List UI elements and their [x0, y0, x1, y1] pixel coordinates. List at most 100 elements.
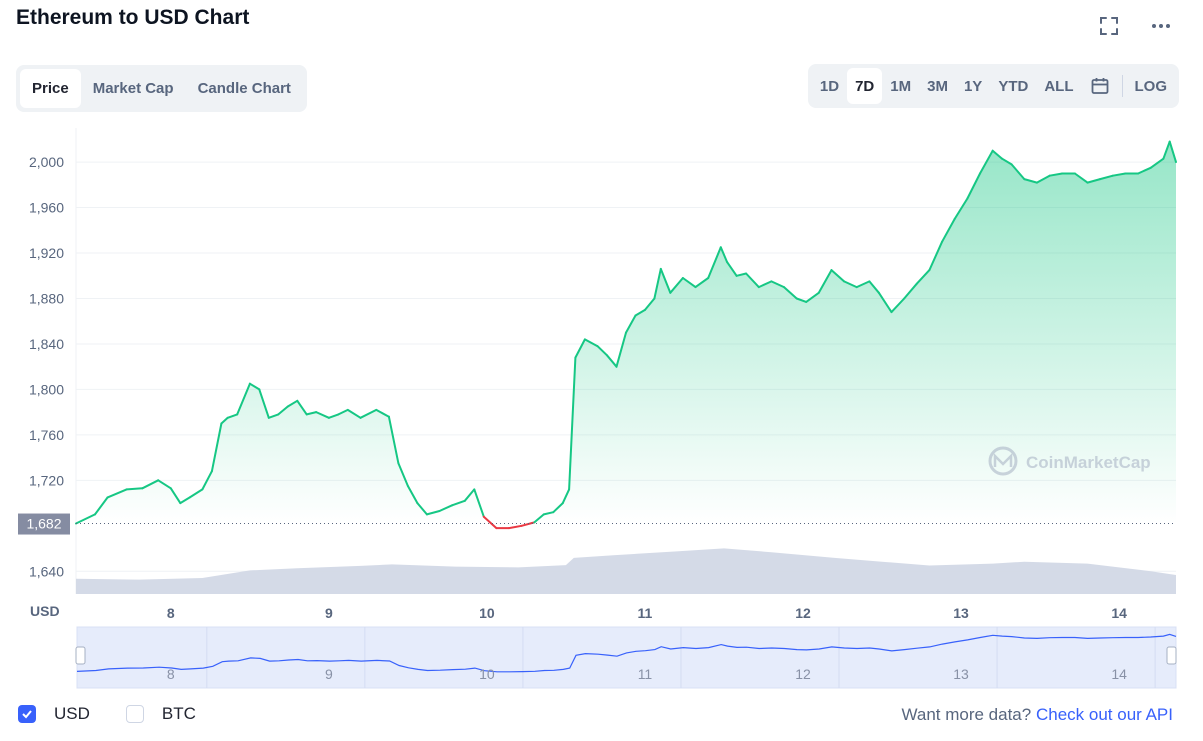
range-all-button[interactable]: ALL [1044, 77, 1074, 95]
navigator-line [76, 633, 1177, 673]
price-line-segment [966, 172, 981, 200]
price-line-segment [210, 422, 223, 473]
price-line-segment [406, 485, 419, 505]
x-tick-label: 9 [325, 605, 333, 621]
tab-price[interactable]: Price [20, 69, 81, 108]
price-line-segment [1048, 172, 1064, 177]
usd-checkbox[interactable] [18, 705, 36, 723]
y-tick-label: 1,720 [29, 472, 64, 488]
price-line-segment [220, 416, 229, 425]
price-line-segment [941, 217, 956, 243]
navigator-x-label: 12 [795, 666, 811, 682]
price-line-segment [463, 488, 476, 502]
price-line-segment [473, 488, 485, 518]
btc-label: BTC [161, 704, 196, 723]
tab-market-cap[interactable]: Market Cap [92, 80, 174, 97]
navigator-x-label: 13 [953, 666, 969, 682]
price-line-segment [296, 399, 308, 416]
x-tick-label: 10 [479, 605, 495, 621]
price-line-segment [397, 462, 409, 487]
price-line-segment [508, 524, 523, 530]
y-tick-label: 1,760 [29, 427, 64, 443]
price-line-segment [425, 510, 441, 516]
log-scale-button[interactable]: LOG [1134, 77, 1168, 95]
navigator-x-label: 9 [325, 666, 333, 682]
price-line-segment [1086, 178, 1102, 184]
usd-label: USD [54, 704, 90, 723]
price-line-segment [653, 267, 662, 300]
fullscreen-icon[interactable] [1097, 14, 1121, 38]
price-line-segment [735, 272, 748, 277]
price-line-segment [805, 291, 820, 303]
price-chart-svg[interactable]: 1,682 1,640 1,720 1,760 1,800 1,840 1,880 1,92… [0, 120, 1203, 695]
x-axis-ticks: 8 9 10 11 12 13 14 [167, 605, 1127, 621]
range-navigator[interactable]: 8 9 10 11 12 13 14 [75, 626, 1177, 689]
y-tick-label: 1,800 [29, 381, 64, 397]
price-line-segment [277, 405, 289, 416]
price-line-segment [315, 411, 330, 419]
price-line-segment [94, 496, 109, 516]
chart-area[interactable]: 1,682 1,640 1,720 1,760 1,800 1,840 1,880 1,92… [0, 120, 1203, 700]
chart-type-tabs: Price Market Cap Candle Chart [16, 65, 307, 112]
volume-shape [76, 548, 1176, 594]
chart-title: Ethereum to USD Chart [16, 6, 250, 29]
y-tick-label: 1,920 [29, 245, 64, 261]
price-line-segment [707, 246, 722, 279]
watermark-text: CoinMarketCap [1026, 453, 1151, 472]
range-1m-button[interactable]: 1M [890, 77, 912, 95]
check-icon [22, 710, 32, 719]
price-line-segment [482, 515, 498, 530]
calendar-icon[interactable] [1082, 68, 1118, 104]
price-line-segment [669, 277, 684, 294]
range-ytd-button[interactable]: YTD [998, 77, 1029, 95]
y-tick-label: 1,840 [29, 336, 64, 352]
price-line-segment [1162, 140, 1171, 160]
range-1y-button[interactable]: 1Y [963, 77, 983, 95]
price-line-segment [106, 488, 128, 499]
price-line-segment [795, 297, 808, 303]
y-tick-label: 1,960 [29, 200, 64, 216]
navigator-right-handle[interactable] [1166, 646, 1177, 665]
price-line-segment [561, 488, 571, 505]
price-line-segment [1149, 157, 1165, 169]
api-link[interactable]: Check out our API [1035, 705, 1173, 724]
x-tick-label: 13 [953, 605, 969, 621]
price-line-segment [1023, 178, 1038, 184]
btc-checkbox[interactable] [125, 705, 144, 723]
price-line-segment [757, 280, 773, 289]
price-line-segment [438, 504, 454, 512]
price-line-segment [533, 513, 545, 524]
price-line-segment [387, 415, 400, 465]
price-line-segment [726, 261, 738, 277]
y-tick-label: 2,000 [29, 154, 64, 170]
price-line-segment [75, 513, 96, 525]
range-1d-button[interactable]: 1D [819, 77, 840, 95]
api-promo: Want more data? Check out our API [901, 705, 1173, 725]
navigator-left-handle[interactable] [75, 646, 86, 665]
legend-usd[interactable]: USD [18, 704, 90, 724]
divider [1121, 75, 1123, 97]
price-area-fill [76, 141, 1176, 524]
price-line-segment [226, 413, 239, 419]
price-line-segment [719, 246, 729, 264]
price-line-segment [1010, 163, 1026, 181]
price-line [75, 140, 1177, 530]
price-line-segment [542, 511, 555, 516]
navigator-x-label: 11 [638, 666, 653, 682]
price-line-segment [915, 269, 931, 285]
price-line-segment [1099, 174, 1114, 181]
range-3m-button[interactable]: 3M [927, 77, 948, 95]
more-dots-icon[interactable] [1149, 14, 1173, 38]
price-line-segment [1035, 174, 1051, 184]
price-line-segment [928, 240, 944, 272]
price-line-segment [201, 470, 213, 491]
price-area [76, 141, 1176, 524]
range-7d-button[interactable]: 7D [847, 68, 883, 104]
legend-btc[interactable]: BTC [125, 704, 196, 724]
price-line-segment [625, 314, 637, 334]
price-line-segment [267, 413, 280, 419]
price-line-segment [596, 345, 608, 357]
price-line-segment [337, 408, 349, 416]
tab-candle-chart[interactable]: Candle Chart [197, 80, 291, 97]
open-price-label: 1,682 [26, 516, 61, 532]
